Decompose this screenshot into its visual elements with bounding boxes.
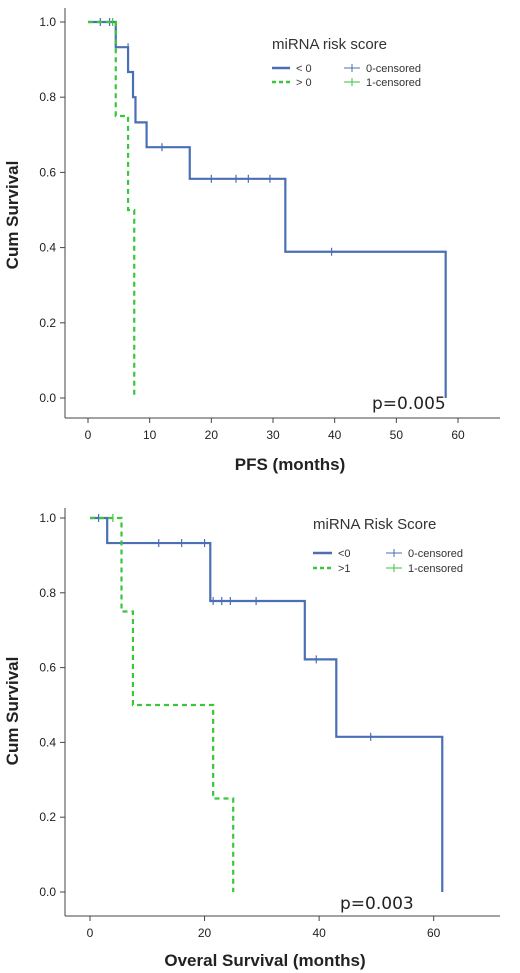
series-line-1 <box>88 20 136 398</box>
p-value-annotation: p=0.005 <box>372 394 446 414</box>
x-tick-label: 0 <box>87 926 94 940</box>
series-line-0 <box>90 516 444 892</box>
y-tick-label: 0.6 <box>39 661 56 675</box>
legend-label-group-1: >1 <box>338 563 351 575</box>
y-tick-label: 0.6 <box>39 165 56 179</box>
y-tick-label: 0.4 <box>39 735 56 749</box>
x-tick-label: 60 <box>427 926 441 940</box>
x-tick-label: 10 <box>143 428 157 442</box>
series-line-1 <box>90 516 235 892</box>
legend-label-group-1: > 0 <box>296 77 312 89</box>
legend-title: miRNA risk score <box>272 36 387 53</box>
y-tick-label: 0.0 <box>39 391 56 405</box>
series-group <box>88 18 447 398</box>
y-tick-label: 0.8 <box>39 586 56 600</box>
legend-label-group-0: < 0 <box>296 63 312 75</box>
legend-title: miRNA Risk Score <box>313 516 436 533</box>
y-axis-title: Cum Survival <box>3 657 22 766</box>
y-ticks: 0.0 0.2 0.4 0.6 0.8 1.0 <box>39 511 65 899</box>
x-ticks: 0 10 20 30 40 50 60 <box>85 418 465 442</box>
x-tick-label: 40 <box>328 428 342 442</box>
x-tick-label: 60 <box>451 428 465 442</box>
p-value-annotation: p=0.003 <box>340 894 414 914</box>
x-tick-label: 40 <box>312 926 326 940</box>
x-tick-label: 50 <box>390 428 404 442</box>
x-tick-label: 20 <box>205 428 219 442</box>
y-tick-label: 0.8 <box>39 90 56 104</box>
y-tick-label: 0.4 <box>39 241 56 255</box>
legend: <0 >1 0-censored 1-censored <box>313 548 463 575</box>
x-tick-label: 0 <box>85 428 92 442</box>
legend: < 0 > 0 0-censored 1-censored <box>272 63 421 89</box>
pfs-chart: 0.0 0.2 0.4 0.6 0.8 1.0 0 10 20 30 40 50 60 Cum Sur… <box>3 8 500 474</box>
os-chart: 0.00.20.40.60.81.0 0 20 40 60 Cum Survival … <box>3 508 500 970</box>
y-ticks: 0.0 0.2 0.4 0.6 0.8 1.0 <box>39 15 65 405</box>
x-tick-label: 20 <box>198 926 212 940</box>
plot-area <box>64 8 500 419</box>
x-tick-label: 30 <box>266 428 280 442</box>
x-axis-title: Overal Survival (months) <box>164 951 365 970</box>
y-axis-title: Cum Survival <box>3 161 22 270</box>
series-group <box>90 514 444 892</box>
y-tick-label: 0.2 <box>39 810 56 824</box>
legend-censored-label-0: 0-censored <box>408 548 463 560</box>
series-line-0 <box>88 20 447 398</box>
y-tick-label: 0.0 <box>39 885 56 899</box>
y-tick-label: 1.0 <box>39 15 56 29</box>
legend-censored-label-1: 1-censored <box>366 77 421 89</box>
x-axis-title: PFS (months) <box>235 455 346 474</box>
x-ticks: 0 20 40 60 <box>87 916 441 940</box>
plot-area <box>64 508 500 917</box>
legend-censored-label-1: 1-censored <box>408 563 463 575</box>
y-tick-label: 0.2 <box>39 316 56 330</box>
y-tick-label: 1.0 <box>39 511 56 525</box>
legend-label-group-0: <0 <box>338 548 351 560</box>
legend-censored-label-0: 0-censored <box>366 63 421 75</box>
